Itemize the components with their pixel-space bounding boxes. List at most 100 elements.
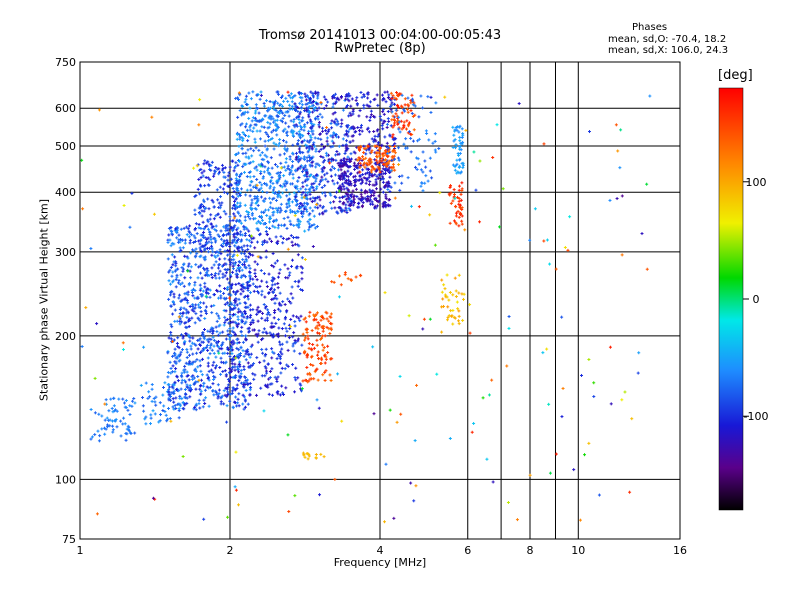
data-point [242,365,246,369]
data-point [368,100,372,104]
data-point [236,397,240,401]
data-point [286,297,290,301]
data-point [186,301,190,305]
data-point [132,397,136,401]
data-point [277,223,281,227]
data-point [560,415,564,419]
data-point [284,386,288,390]
data-point [287,103,291,107]
data-point [336,181,340,185]
colorbar-tick-label: 0 [753,293,760,306]
data-point [440,330,444,334]
data-point [332,166,336,170]
data-point [367,183,371,187]
data-point [248,244,252,248]
data-point [386,117,390,121]
data-point [242,354,246,358]
data-point [325,136,329,140]
data-point [117,397,121,401]
data-point [144,422,148,426]
data-point [580,373,584,377]
data-point [128,404,132,408]
data-point [199,176,203,180]
data-point [208,217,212,221]
data-point [313,136,317,140]
data-point [231,320,235,324]
data-point [290,240,294,244]
data-point [180,348,184,352]
data-point [110,406,114,410]
data-point [417,115,421,119]
data-point [215,250,219,254]
data-point [271,252,275,256]
data-point [216,333,220,337]
data-point [276,275,280,279]
data-point [166,370,170,374]
data-point [421,150,425,154]
data-point [318,493,322,497]
data-point [228,215,232,219]
data-point [254,274,258,278]
data-point [283,303,287,307]
data-point [458,139,462,143]
data-point [262,158,266,162]
data-point [340,419,344,423]
data-point [280,327,284,331]
data-point [130,404,134,408]
data-point [171,405,175,409]
data-point [288,192,292,196]
data-point [314,179,318,183]
data-point [298,121,302,125]
data-point [317,106,321,110]
data-point [360,129,364,133]
data-point [542,239,546,243]
data-point [415,167,419,171]
data-point [167,270,171,274]
data-point [169,229,173,233]
data-point [220,344,224,348]
data-point [235,137,239,141]
data-point [315,353,319,357]
data-point [357,114,361,118]
data-point [251,282,255,286]
data-point [260,151,264,155]
data-point [366,96,370,100]
data-point [98,434,102,438]
data-point [211,370,215,374]
data-point [248,284,252,288]
data-point [385,125,389,129]
data-point [89,247,93,251]
data-point [204,290,208,294]
data-point [299,106,303,110]
data-point [262,272,266,276]
grid-lines [80,62,680,539]
data-point [309,90,313,94]
data-point [185,396,189,400]
data-point [291,363,295,367]
data-point [231,206,235,210]
data-point [326,344,330,348]
data-point [185,383,189,387]
data-point [303,92,307,96]
data-point [197,226,201,230]
data-point [253,268,257,272]
data-point [161,393,165,397]
data-point [219,237,223,241]
data-point [241,320,245,324]
data-point [144,415,148,419]
data-point [235,404,239,408]
data-point [259,90,263,94]
data-point [211,250,215,254]
data-point [254,146,258,150]
data-point [149,416,153,420]
data-point [179,374,183,378]
data-point [275,357,279,361]
data-point [207,337,211,341]
data-point [278,340,282,344]
data-point [320,175,324,179]
data-point [255,129,259,133]
data-point [345,211,349,215]
data-point [237,297,241,301]
data-point [184,392,188,396]
data-point [222,209,226,213]
